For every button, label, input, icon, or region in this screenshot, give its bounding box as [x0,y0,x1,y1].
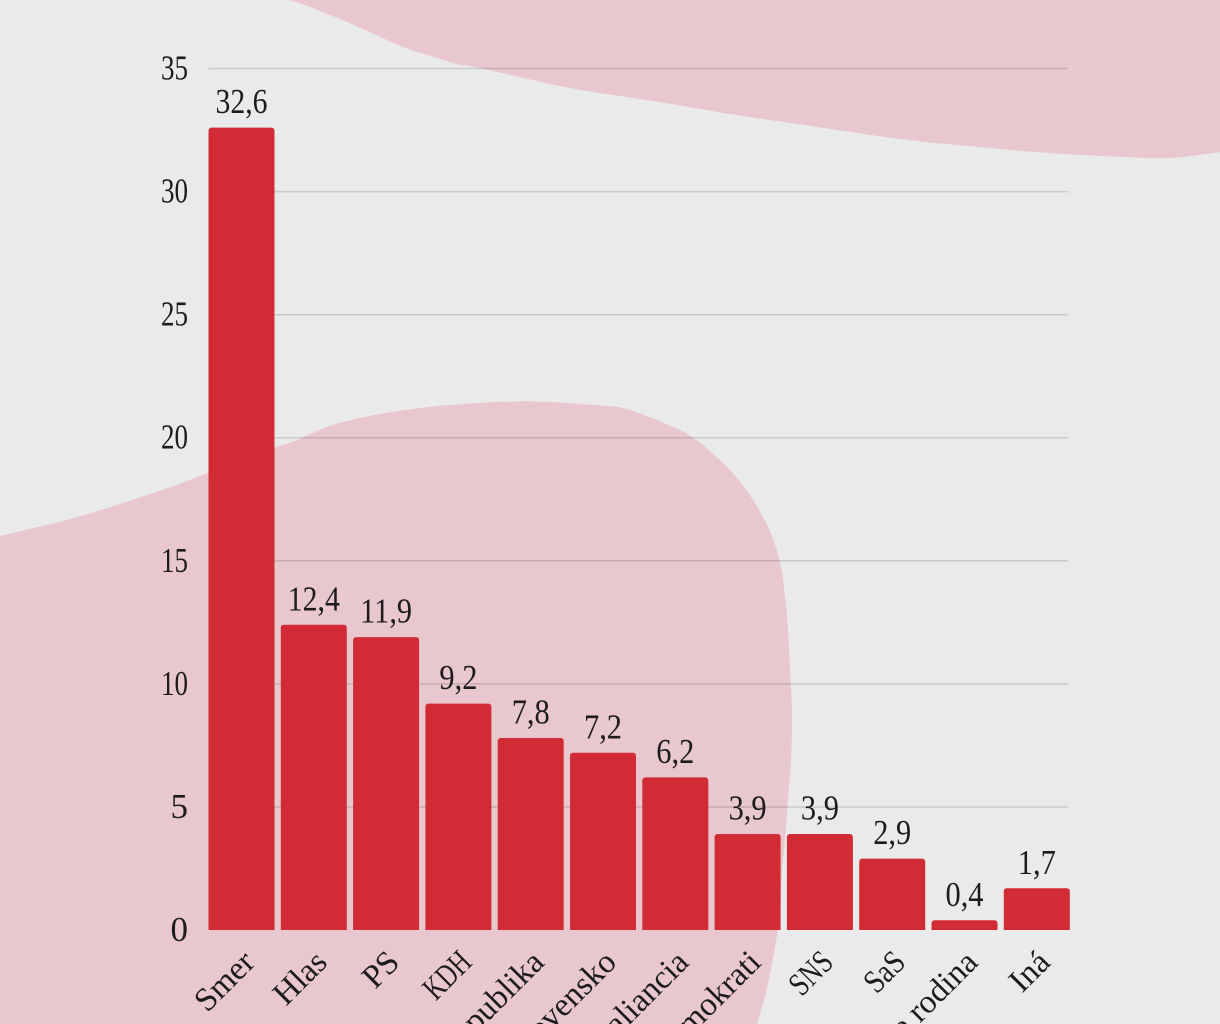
svg-text:30: 30 [161,172,188,211]
svg-text:7,8: 7,8 [512,693,550,732]
svg-text:5: 5 [171,787,189,826]
svg-text:3,9: 3,9 [729,789,767,828]
svg-text:9,2: 9,2 [439,658,477,697]
svg-text:SaS: SaS [857,944,913,1000]
svg-text:20: 20 [161,418,188,457]
svg-text:7,2: 7,2 [584,707,622,746]
svg-text:15: 15 [161,541,188,580]
svg-text:25: 25 [161,295,188,334]
svg-text:1,7: 1,7 [1018,843,1056,882]
svg-text:0: 0 [171,910,189,949]
svg-text:Iná: Iná [1002,944,1058,1000]
svg-text:6,2: 6,2 [656,732,694,771]
svg-text:SNS: SNS [782,944,841,1003]
svg-text:10: 10 [161,664,188,703]
svg-text:11,9: 11,9 [360,592,412,631]
svg-text:0,4: 0,4 [946,875,984,914]
svg-text:35: 35 [161,49,188,88]
svg-text:2,9: 2,9 [873,813,911,852]
svg-text:3,9: 3,9 [801,789,839,828]
svg-text:12,4: 12,4 [288,579,340,618]
svg-text:32,6: 32,6 [216,82,268,121]
